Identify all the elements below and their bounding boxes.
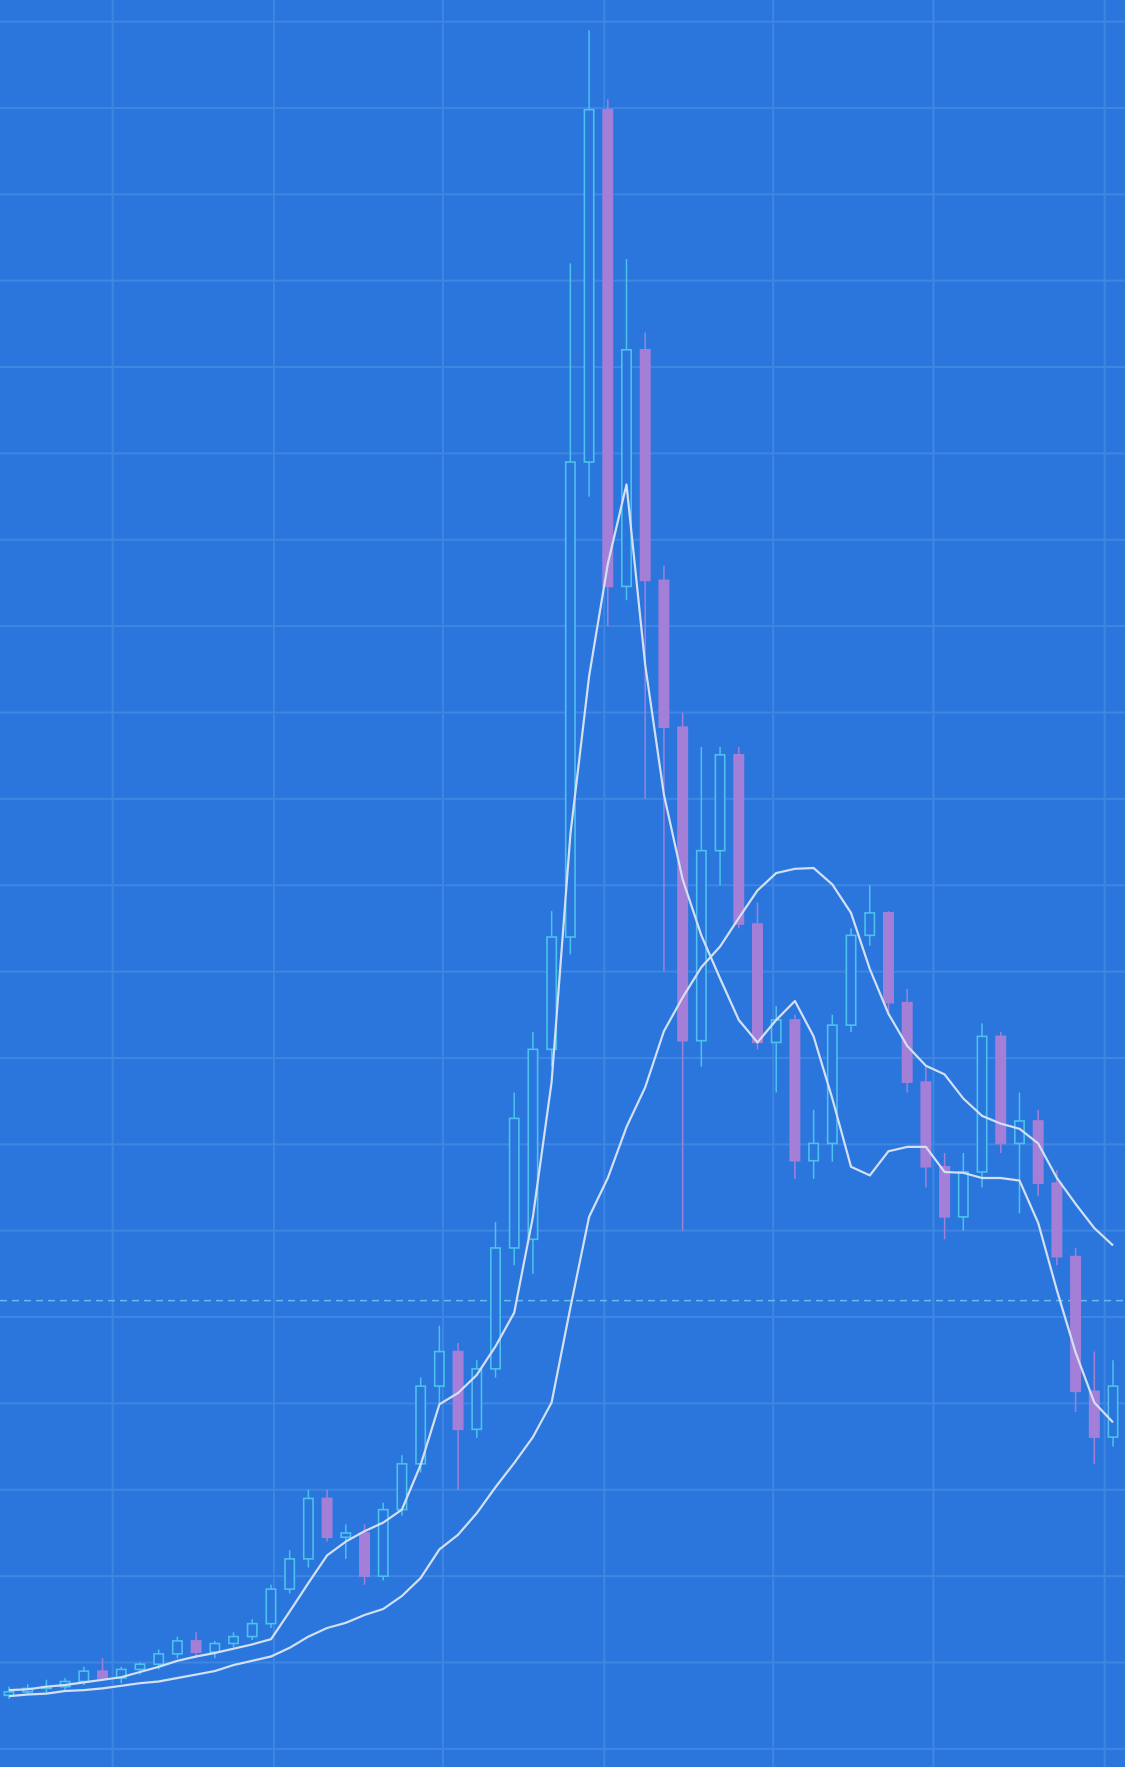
moving-average-line [8,866,1114,1698]
candle-body [808,1142,820,1162]
candle-body [284,1558,296,1590]
candle-body [658,579,670,728]
candle-body [97,1670,109,1679]
moving-average-line [8,483,1114,1692]
candle-body [789,1019,801,1162]
candle-body [639,348,651,582]
candle-body [583,108,595,463]
candle-body [1107,1385,1119,1438]
candle-body [190,1640,202,1653]
candle-body [377,1508,389,1577]
candle-body [845,934,857,1026]
candle-body [602,108,614,588]
candle-body [78,1670,90,1683]
candle-body [677,726,689,1042]
candle-body [1051,1182,1063,1258]
candle-body [920,1081,932,1168]
candle-body [321,1497,333,1539]
candle-body [752,923,763,1044]
candle-body [265,1588,277,1625]
candle-body [901,1001,913,1083]
candle-body [153,1653,165,1666]
candle-body [209,1642,221,1653]
candle-body [1088,1390,1100,1438]
candle-body [621,348,632,588]
candle-body [471,1368,483,1431]
candle-body [433,1350,445,1387]
candle-body [864,912,876,937]
candle-body [246,1622,258,1638]
candle-body [714,754,726,852]
candle-body [1032,1120,1044,1184]
candle-body [939,1165,951,1218]
candle-body [733,754,745,925]
candle-body [882,912,894,1004]
candle-body [452,1350,464,1431]
candle-body [1070,1255,1082,1393]
candle-body [302,1497,314,1560]
candle-body [527,1048,539,1241]
candle-body [340,1532,352,1539]
candle-body [171,1640,183,1655]
candle-body [490,1247,501,1370]
candle-body [359,1532,370,1577]
candle-body [957,1171,969,1218]
candle-body [995,1035,1007,1145]
candle-body [564,461,576,938]
candle-body [134,1663,146,1671]
candle-body [546,936,558,1051]
candle-body [228,1635,240,1645]
candle-body [508,1117,520,1249]
candle-body [976,1035,988,1173]
